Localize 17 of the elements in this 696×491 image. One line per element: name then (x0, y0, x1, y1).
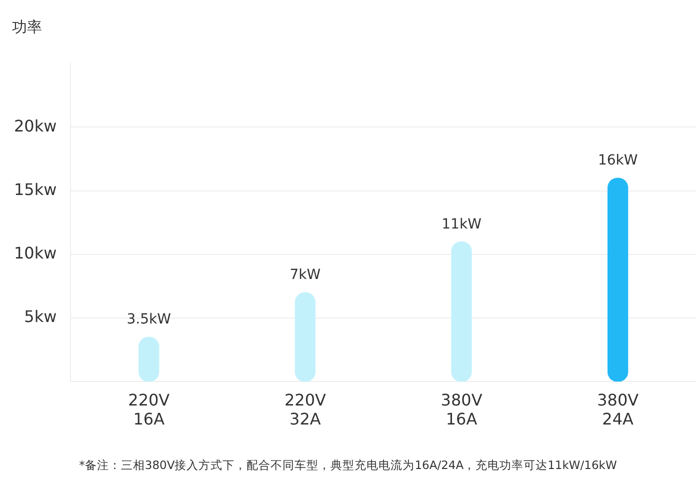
y-tick-label: 10kw (14, 244, 57, 263)
y-tick-label: 15kw (14, 180, 57, 199)
x-tick-label: 380V 24A (597, 390, 639, 429)
y-axis-title: 功率 (12, 18, 42, 37)
data-label: 11kW (442, 216, 482, 232)
text: *备注：三相380V接入方式下，配合不同车型，典型充电电流为16A/24A，充电功率可达11kW/16kW (78, 458, 618, 473)
data-label: 3.5kW (126, 312, 172, 328)
x-tick-label: 380V 16A (440, 390, 482, 429)
data-label: 7kW (290, 267, 321, 284)
data-label: 16kW (598, 152, 638, 169)
x-tick-label: 220V 16A (128, 390, 170, 429)
y-tick-label: 20kw (14, 116, 57, 136)
x-tick-label: 220V 32A (284, 390, 326, 429)
y-tick-label: 5kw (24, 307, 57, 326)
bar (294, 292, 316, 382)
bar (451, 241, 472, 382)
bar (608, 178, 628, 382)
